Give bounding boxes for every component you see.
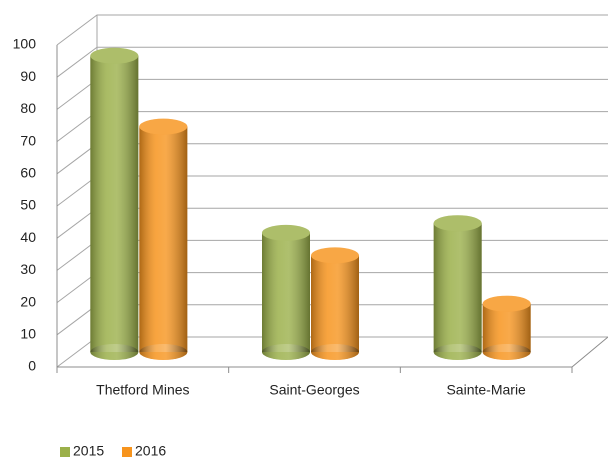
bar-shade (433, 223, 482, 352)
y-tick-label: 40 (20, 229, 36, 245)
bar-shade (311, 255, 359, 352)
y-tick-label: 30 (20, 261, 36, 277)
bar-top (482, 295, 531, 312)
bar-top (139, 118, 188, 135)
bar-top-shade (90, 47, 139, 64)
bar-top (262, 224, 310, 241)
bar-top-shade (262, 224, 310, 241)
legend-swatch (60, 447, 70, 457)
legend-label: 2015 (73, 443, 104, 459)
x-tick-label: Saint-Georges (269, 382, 359, 398)
x-tick-label: Sainte-Marie (446, 382, 526, 398)
bar-shade (262, 232, 310, 352)
grid-line (56, 78, 608, 110)
bar-shade (482, 303, 531, 352)
y-tick-label: 90 (20, 68, 36, 84)
grid-line (56, 46, 608, 78)
y-tick-label: 100 (13, 36, 37, 52)
y-tick-label: 20 (20, 293, 36, 309)
y-tick-label: 0 (28, 358, 36, 374)
bar-top-shade (433, 215, 482, 232)
grid-line (56, 14, 608, 46)
y-tick-label: 50 (20, 197, 36, 213)
y-tick-label: 70 (20, 132, 36, 148)
x-tick-label: Thetford Mines (96, 382, 189, 398)
y-tick-label: 10 (20, 326, 36, 342)
bar-shade (90, 55, 139, 352)
bar-top-shade (482, 295, 531, 312)
bar-top (433, 215, 482, 232)
bar-top-shade (139, 118, 188, 135)
legend-swatch (122, 447, 132, 457)
legend-label: 2016 (135, 443, 166, 459)
y-tick-label: 80 (20, 100, 36, 116)
bar-top-shade (311, 247, 359, 264)
bar-shade (139, 126, 188, 352)
bar-top (311, 247, 359, 264)
y-tick-label: 60 (20, 165, 36, 181)
bar-top (90, 47, 139, 64)
